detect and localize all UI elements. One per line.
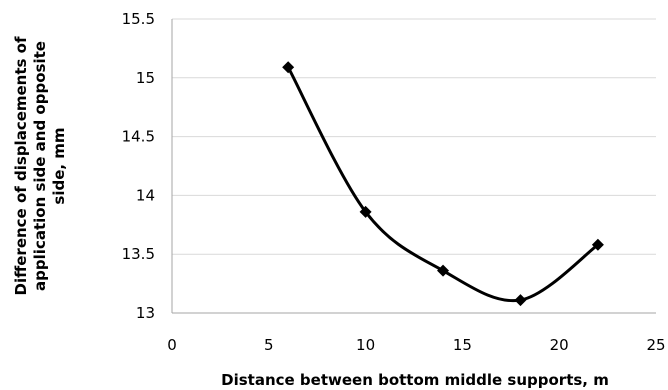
data-point-1 — [359, 205, 372, 218]
x-tick-label-5: 5 — [264, 336, 274, 354]
y-tick-label-14: 14 — [136, 186, 155, 204]
y-axis-title-line-2: application side and opposite — [31, 41, 49, 291]
data-point-0 — [282, 61, 295, 74]
axes — [171, 19, 656, 314]
y-tick-label-13: 13 — [136, 304, 155, 322]
x-tick-label-10: 10 — [356, 336, 375, 354]
series-line-0 — [286, 65, 600, 303]
x-tick-label-20: 20 — [550, 336, 569, 354]
series — [282, 61, 604, 307]
x-tick-label-0: 0 — [167, 336, 177, 354]
gridlines — [172, 18, 656, 255]
x-tick-label-25: 25 — [646, 336, 665, 354]
y-axis-title: Difference of displacements of applicatio… — [12, 36, 68, 295]
y-axis-title-line-3: side, mm — [50, 127, 68, 204]
y-tick-labels: 13 13.5 14 14.5 15 15.5 — [122, 10, 155, 322]
y-tick-label-15: 15 — [136, 69, 155, 87]
y-tick-label-13.5: 13.5 — [122, 245, 155, 263]
y-axis-title-line-1: Difference of displacements of — [12, 36, 30, 295]
x-tick-labels: 0 5 10 15 20 25 — [167, 336, 665, 354]
data-point-3 — [514, 294, 527, 307]
x-tick-label-15: 15 — [453, 336, 472, 354]
data-point-4 — [591, 238, 604, 251]
y-tick-label-15.5: 15.5 — [122, 10, 155, 28]
data-point-2 — [437, 264, 450, 277]
x-axis-title: Distance between bottom middle supports,… — [221, 371, 609, 389]
y-tick-label-14.5: 14.5 — [122, 128, 155, 146]
